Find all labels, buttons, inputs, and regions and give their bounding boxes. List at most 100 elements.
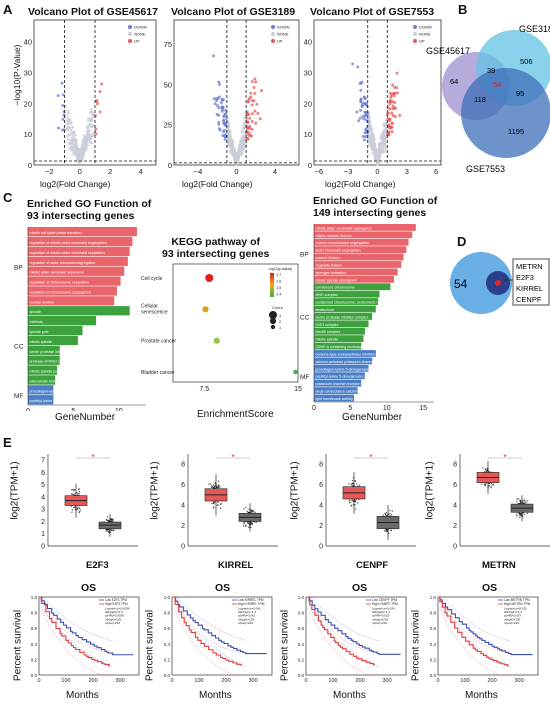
x-tick-label: 200 — [487, 678, 496, 684]
go-xlabel-right: GeneNumber — [342, 412, 403, 423]
y-tick-label: 8 — [181, 462, 185, 469]
go-category-labels: BP CC MF — [14, 265, 24, 401]
volcano-point — [378, 141, 382, 145]
volcano-point — [227, 134, 231, 138]
volcano-point — [85, 140, 89, 144]
y-tick-label: 0 — [181, 544, 185, 551]
volcano-point — [378, 145, 382, 149]
x-tick-label: 3 — [405, 167, 409, 176]
x-tick-label: 0 — [37, 678, 40, 684]
volcano-point — [361, 114, 365, 118]
volcano-point — [229, 146, 233, 150]
sample-point — [389, 512, 391, 515]
legend-swatch — [413, 39, 417, 43]
go-bar — [314, 305, 376, 313]
x-tick-label: −4 — [194, 167, 203, 176]
volcano-point — [240, 148, 244, 152]
y-tick-label: 0.4 — [430, 642, 437, 647]
x-tick-label: 200 — [355, 678, 364, 684]
volcano-point — [71, 147, 75, 151]
sample-point — [519, 514, 521, 517]
y-tick-label: 0 — [168, 161, 172, 170]
sample-point — [526, 512, 528, 515]
sample-point — [524, 500, 526, 502]
y-tick-label: 0.2 — [31, 657, 38, 662]
sample-point — [213, 486, 216, 488]
sample-point — [248, 526, 250, 529]
volcano-point — [89, 140, 93, 144]
go-bar-label: regulation of chromosome separation — [30, 281, 89, 285]
go-bar — [28, 246, 130, 257]
volcano-point — [219, 101, 223, 105]
legend-label: Low METRN TPM — [504, 598, 530, 602]
sample-point — [386, 514, 388, 516]
volcano-xlabel-2: log2(Fold Change) — [182, 179, 253, 189]
sample-point — [105, 530, 107, 532]
go-category-label: BP — [300, 252, 309, 259]
sample-point — [217, 501, 219, 503]
sample-point — [516, 498, 518, 500]
venn-set-gse7553 — [461, 68, 550, 158]
x-tick-label: 100 — [328, 678, 337, 684]
set-circle-large — [450, 252, 512, 314]
go-bar-label: mitotic spindle — [316, 338, 339, 342]
color-scale-bar — [270, 273, 274, 297]
go-bar — [314, 283, 391, 291]
go-bar — [314, 290, 380, 298]
y-tick-label: 0.8 — [298, 611, 305, 616]
ci-line — [439, 608, 508, 676]
km-xlabel-2: Months — [199, 690, 232, 701]
volcano-point — [240, 130, 244, 134]
volcano-point — [395, 86, 399, 90]
gene-list-item: E2F3 — [516, 273, 534, 282]
y-tick-label: 0.0 — [164, 673, 171, 678]
go-bar — [28, 316, 97, 326]
sample-point — [250, 521, 252, 524]
sample-point — [213, 501, 215, 503]
color-scale-label: 1.4 — [276, 293, 281, 297]
volcano-point — [363, 102, 367, 106]
km-content: 0.0 0.2 0.4 0.6 0.8 1.0 0 100 200 300 Low METRN TP… — [430, 595, 539, 684]
volcano-point — [217, 120, 221, 124]
km-content: 0.0 0.2 0.4 0.6 0.8 1.0 0 100 200 300 Low E2F3 TPM… — [31, 595, 140, 684]
boxplot-content: 0 1 2 3 4 5 6 7 * — [41, 453, 138, 551]
go-bar — [314, 231, 413, 239]
go-bar — [314, 387, 358, 394]
volcano-point — [242, 125, 246, 129]
sample-point — [490, 486, 492, 489]
legend-label: DOWN — [134, 25, 147, 30]
sample-point — [70, 505, 73, 508]
volcano-point — [215, 99, 219, 103]
km-xlabel-4: Months — [465, 690, 498, 701]
significance-star: * — [91, 453, 94, 462]
sample-point — [243, 508, 245, 510]
volcano-point — [98, 89, 102, 93]
sample-point — [388, 513, 390, 515]
volcano-point — [217, 122, 221, 126]
stat-label: n(low)=229 — [372, 621, 387, 625]
sample-point — [73, 494, 75, 496]
sample-point — [515, 513, 518, 515]
volcano-point — [215, 112, 219, 116]
x-tick-label: 300 — [382, 678, 391, 684]
x-tick-label: 0 — [304, 678, 307, 684]
volcano-point — [94, 127, 98, 131]
stat-label: HR(high)=1.4 — [372, 610, 390, 614]
survival-curve — [306, 596, 375, 666]
sample-point — [251, 511, 253, 513]
venn-label-gse7553: GSE7553 — [466, 164, 505, 174]
sample-point — [108, 531, 110, 533]
sample-point — [217, 484, 220, 486]
volcano-point — [221, 134, 225, 138]
go-title-right: Enriched GO Function of 149 intersecting… — [313, 195, 438, 219]
volcano-point — [363, 131, 367, 135]
volcano-point — [61, 93, 65, 97]
y-tick-label: 6 — [41, 470, 45, 477]
go-bar-label: organelle fission — [316, 263, 342, 267]
volcano-point — [366, 127, 370, 131]
volcano-point — [376, 156, 380, 160]
volcano-point — [390, 121, 394, 125]
volcano-point — [72, 134, 76, 138]
volcano-point — [256, 112, 260, 116]
